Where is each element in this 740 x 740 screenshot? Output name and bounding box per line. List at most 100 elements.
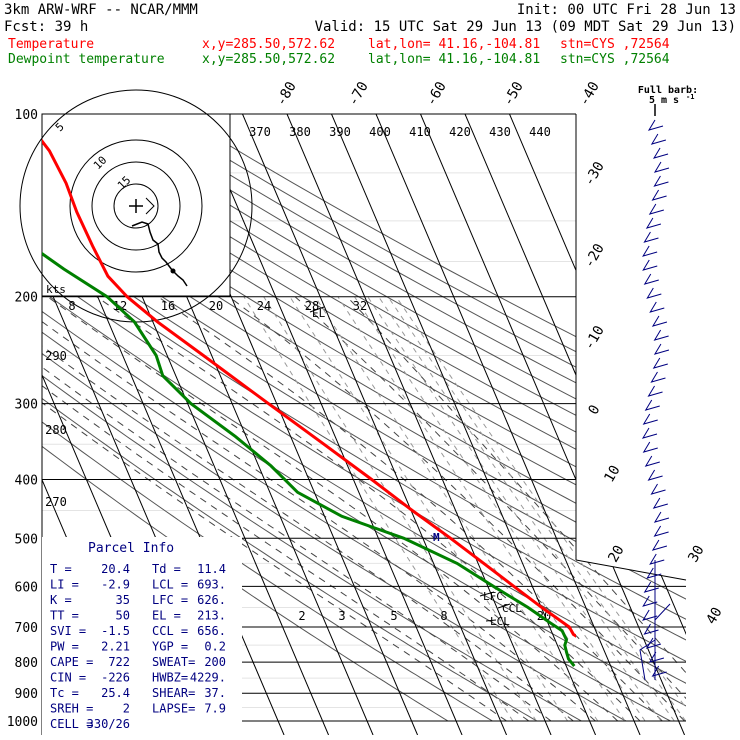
parcel-info-cell: 7.9: [204, 702, 226, 716]
parcel-info-cell: 2.21: [101, 640, 130, 654]
moist-adiabat: [42, 296, 552, 722]
wind-barb-icon: [649, 301, 665, 313]
hodograph-trace: [131, 221, 188, 287]
legend-station: stn=CYS ,72564: [560, 37, 670, 52]
parcel-info-cell: SWEAT=: [152, 655, 195, 669]
parcel-info-cell: 35: [116, 593, 130, 607]
parcel-info-cell: CAPE =: [50, 655, 93, 669]
model-title: 3km ARW-WRF -- NCAR/MMM: [4, 2, 198, 18]
mixing-ratio-line: [378, 296, 675, 722]
wind-barb-icon: [647, 385, 663, 397]
pressure-tick-label: 100: [15, 108, 38, 123]
moist-adiabat: [42, 296, 507, 722]
barb-legend-units: 5 m s: [649, 95, 679, 106]
wind-barb-icon: [652, 147, 669, 159]
theta-label: 380: [289, 125, 311, 139]
wind-barb-icon: [652, 357, 668, 369]
parcel-info-cell: 11.4: [197, 562, 226, 576]
theta-label: 400: [369, 125, 391, 139]
parcel-info-cell: T =: [50, 562, 72, 576]
isotherm-label: -70: [345, 79, 372, 109]
moist-adiabat: [42, 296, 596, 722]
level-leaders: [309, 306, 511, 622]
moist-adiabat: [157, 296, 663, 722]
theta-label: 440: [529, 125, 551, 139]
isotherm-label: -30: [581, 159, 608, 189]
ccl-marker: CCL: [502, 602, 522, 615]
wind-barb-icon: [642, 609, 658, 621]
legend-latlon: lat,lon= 41.16,-104.81: [368, 52, 540, 67]
extension-edge: [575, 559, 687, 581]
wind-barb-icon: [652, 497, 668, 509]
isotherm-label: 30: [685, 543, 707, 566]
dry-adiabat: [42, 114, 671, 722]
pressure-tick-label: 500: [15, 532, 38, 547]
parcel-info-panel: Parcel Info T = 20.4 Td = 11.4 LI = -2.9 LCL =…: [42, 537, 242, 735]
legend-row-temperature: Temperature x,y=285.50,572.62 lat,lon= 4…: [8, 37, 670, 52]
isotherm: [331, 114, 597, 735]
theta-label: 430: [489, 125, 511, 139]
parcel-info-cell: LAPSE=: [152, 702, 195, 716]
isotherm-label: -80: [273, 79, 300, 109]
parcel-info-cell: -1.5: [101, 624, 130, 638]
dry-adiabat: [84, 114, 686, 722]
dry-adiabat: [42, 114, 686, 722]
wind-barb-icon: [651, 315, 668, 327]
legend-station: stn=CYS ,72564: [560, 52, 670, 67]
hodograph-origin-icon: [129, 199, 143, 213]
legend-label: Temperature: [8, 37, 94, 52]
parcel-info-cell: 2: [123, 702, 130, 716]
wind-barb-icon: [650, 371, 666, 383]
wind-barb-icon: [653, 525, 669, 537]
dry-adiabat: [42, 114, 686, 722]
forecast-hour: Fcst: 39 h: [4, 19, 88, 35]
wind-barb-icon: [642, 441, 658, 453]
dry-adiabat: [130, 114, 686, 722]
mixing-ratio-label: 16: [161, 299, 175, 313]
wind-barb-icon: [642, 595, 658, 607]
parcel-info-cell: CIN =: [50, 671, 86, 685]
wind-barb-icon: [653, 343, 670, 355]
theta-label: 280: [45, 423, 67, 437]
parcel-info-cell: 213.: [197, 609, 226, 623]
theta-label: 410: [409, 125, 431, 139]
wind-barb-icon: [647, 119, 664, 131]
wind-barb-icon: [653, 511, 670, 523]
wind-barb-icon: [653, 329, 669, 341]
pressure-tick-label: 800: [15, 656, 38, 671]
parcel-info-table: T = 20.4 Td = 11.4 LI = -2.9 LCL = 693. K = 35 LFC…: [50, 562, 226, 731]
parcel-info-cell: HWBZ=: [152, 671, 188, 685]
parcel-info-cell: Tc =: [50, 686, 79, 700]
pressure-tick-label: 1000: [7, 715, 38, 730]
wind-barb-icon: [641, 427, 658, 439]
valid-time: Valid: 15 UTC Sat 29 Jun 13 (09 MDT Sat …: [315, 19, 736, 35]
isotherm: [197, 114, 463, 735]
moist-adiabat: [346, 296, 686, 722]
isotherm: [509, 114, 686, 735]
parcel-info-title: Parcel Info: [88, 541, 174, 556]
mixing-ratio-line: [314, 296, 599, 722]
isotherm: [242, 114, 508, 735]
moist-adiabat: [228, 296, 685, 722]
parcel-info-cell: LI =: [50, 578, 79, 592]
parcel-info-cell: 200: [204, 655, 226, 669]
mixing-ratio-line: [367, 296, 662, 722]
dewpoint-profile: [42, 251, 576, 668]
parcel-info-cell: TT =: [50, 609, 79, 623]
hodograph-ring: [91, 161, 181, 251]
wind-barb-icon: [648, 203, 664, 215]
pressure-tick-label: 300: [15, 398, 38, 413]
dry-adiabat: [61, 114, 686, 722]
wind-barb-icon: [639, 560, 671, 681]
mixing-ratio-label: 24: [257, 299, 271, 313]
wind-barb-icon: [645, 217, 662, 229]
hodograph-ring: [69, 139, 203, 273]
isotherm: [464, 114, 686, 735]
parcel-info-cell: 656.: [197, 624, 226, 638]
wind-barb-icon: [650, 133, 667, 145]
parcel-info-cell: PW =: [50, 640, 79, 654]
wind-barb-icon: [646, 567, 662, 579]
isotherm-label: 20: [605, 543, 627, 566]
